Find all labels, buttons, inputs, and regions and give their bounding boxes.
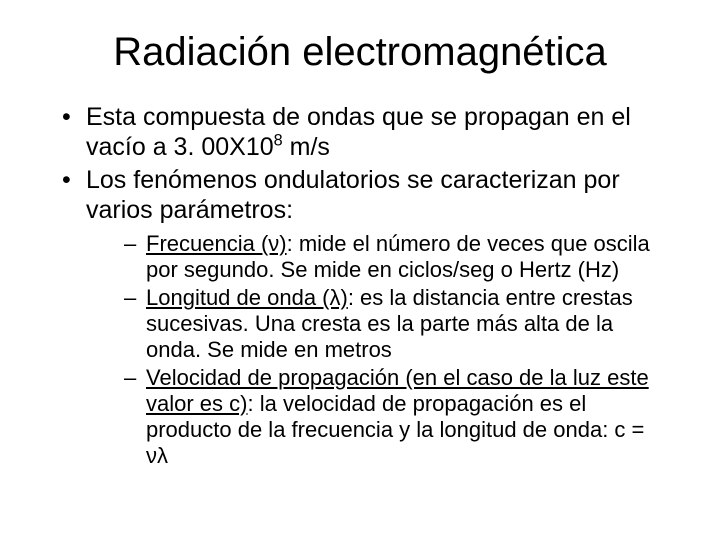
sub-bullet-3: Velocidad de propagación (en el caso de … <box>124 365 670 469</box>
bullet-item-2: Los fenómenos ondulatorios se caracteriz… <box>60 166 670 469</box>
slide-title: Radiación electromagnética <box>50 30 670 75</box>
slide: Radiación electromagnética Esta compuest… <box>0 0 720 540</box>
bullet-item-1: Esta compuesta de ondas que se propagan … <box>60 103 670 162</box>
bullet-1-sup: 8 <box>274 131 283 149</box>
sub-bullet-2: Longitud de onda (λ): es la distancia en… <box>124 285 670 363</box>
bullet-2-text: Los fenómenos ondulatorios se caracteriz… <box>86 166 620 224</box>
bullet-1-post: m/s <box>283 133 330 161</box>
sub-bullet-list: Frecuencia (ν): mide el número de veces … <box>124 231 670 469</box>
sub-1-term: Frecuencia (ν) <box>146 231 287 256</box>
bullet-1-pre: Esta compuesta de ondas que se propagan … <box>86 103 631 161</box>
sub-bullet-1: Frecuencia (ν): mide el número de veces … <box>124 231 670 283</box>
bullet-list: Esta compuesta de ondas que se propagan … <box>60 103 670 469</box>
sub-2-term: Longitud de onda (λ) <box>146 285 348 310</box>
